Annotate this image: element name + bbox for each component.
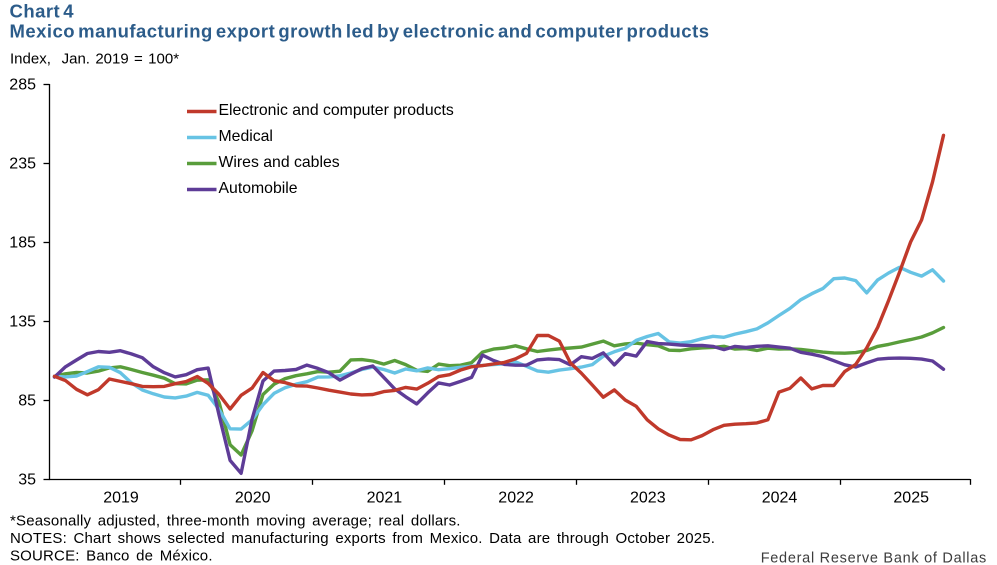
svg-text:2023: 2023 [630, 490, 666, 507]
svg-text:NOTES: Chart shows selected ma: NOTES: Chart shows selected manufacturin… [10, 530, 715, 547]
svg-text:2021: 2021 [367, 490, 403, 507]
svg-text:Federal Reserve Bank of Dallas: Federal Reserve Bank of Dallas [761, 551, 987, 565]
svg-text:135: 135 [9, 314, 36, 331]
svg-text:35: 35 [18, 472, 36, 489]
svg-text:Index, Jan. 2019 = 100*: Index, Jan. 2019 = 100* [10, 51, 179, 68]
svg-text:235: 235 [9, 156, 36, 173]
svg-text:Mexico manufacturing export gr: Mexico manufacturing export growth led b… [10, 21, 710, 42]
svg-text:*Seasonally adjusted, three-mo: *Seasonally adjusted, three-month moving… [10, 513, 461, 530]
svg-text:2019: 2019 [103, 490, 139, 507]
svg-text:Medical: Medical [219, 128, 273, 145]
svg-text:2025: 2025 [893, 490, 929, 507]
svg-text:Automobile: Automobile [219, 180, 298, 197]
svg-text:85: 85 [18, 393, 36, 410]
svg-text:Chart 4: Chart 4 [10, 1, 75, 22]
svg-text:2022: 2022 [498, 490, 534, 507]
svg-text:SOURCE: Banco de México.: SOURCE: Banco de México. [10, 548, 213, 565]
svg-text:285: 285 [9, 77, 36, 94]
svg-text:Wires and cables: Wires and cables [219, 154, 340, 171]
svg-text:2024: 2024 [762, 490, 798, 507]
svg-text:Electronic and computer produc: Electronic and computer products [219, 102, 454, 119]
svg-text:185: 185 [9, 235, 36, 252]
svg-text:2020: 2020 [235, 490, 271, 507]
